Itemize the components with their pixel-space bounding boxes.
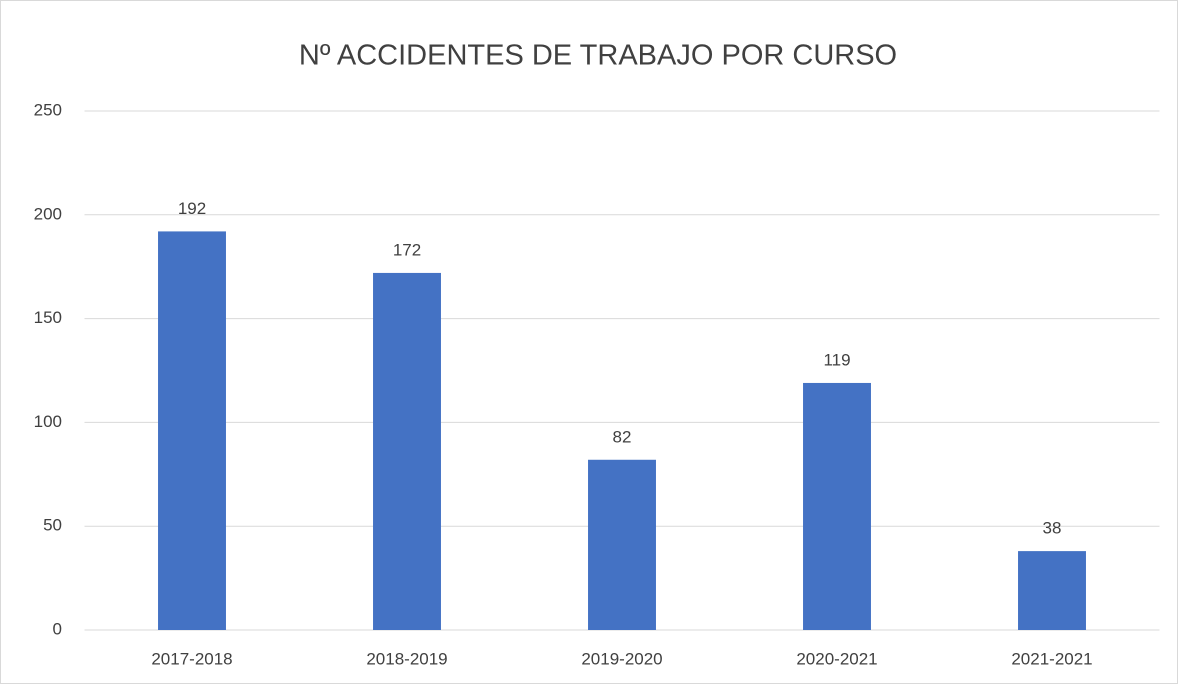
y-tick-label: 50 xyxy=(43,516,62,535)
data-label: 82 xyxy=(613,427,632,446)
data-label: 172 xyxy=(393,240,421,259)
y-tick-label: 100 xyxy=(34,412,62,431)
chart-title: Nº ACCIDENTES DE TRABAJO POR CURSO xyxy=(299,40,897,72)
data-label: 119 xyxy=(823,350,850,369)
x-tick-label: 2021-2021 xyxy=(1011,649,1092,668)
y-tick-label: 0 xyxy=(53,619,62,638)
bar xyxy=(1018,551,1086,630)
bar xyxy=(588,459,656,630)
x-tick-label: 2018-2019 xyxy=(366,649,447,668)
bar xyxy=(158,231,226,630)
y-tick-label: 200 xyxy=(34,204,62,223)
bar xyxy=(803,382,871,630)
y-tick-label: 150 xyxy=(34,308,62,327)
x-tick-label: 2019-2020 xyxy=(581,649,662,668)
bar xyxy=(373,272,441,630)
x-tick-label: 2017-2018 xyxy=(151,649,232,668)
x-tick-label: 2020-2021 xyxy=(796,649,877,668)
data-label: 192 xyxy=(178,199,206,218)
y-tick-label: 250 xyxy=(34,100,62,119)
data-label: 38 xyxy=(1043,519,1062,538)
